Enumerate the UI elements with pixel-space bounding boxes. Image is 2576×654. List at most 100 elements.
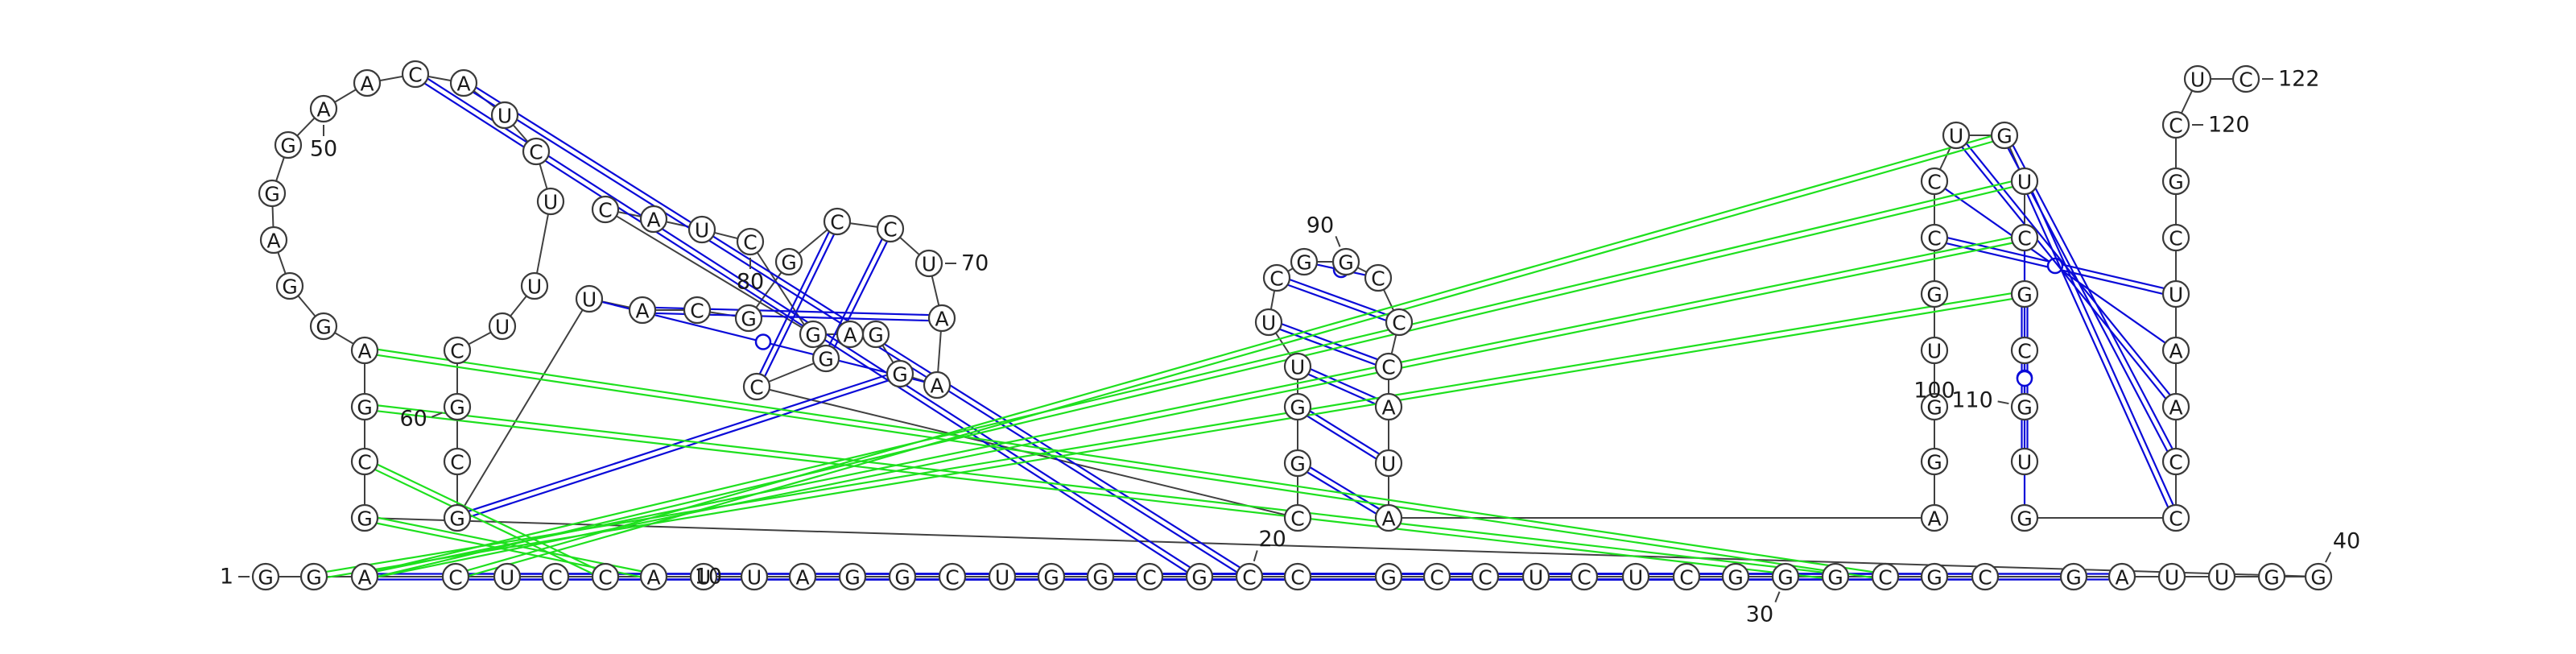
nucleotide: C: [1871, 562, 1900, 591]
nucleotide: A: [788, 562, 817, 591]
pseudoknot-line: [377, 354, 1872, 579]
nucleotide: U: [1521, 562, 1550, 591]
nucleotide: C: [1971, 562, 2000, 591]
nucleotide: U: [1254, 308, 1283, 337]
nucleotide-letter: C: [1142, 566, 1156, 590]
nucleotide-letter: C: [529, 141, 543, 164]
nucleotide-letter: C: [1290, 566, 1304, 590]
nucleotide-letter: G: [868, 324, 883, 347]
nucleotide: G: [1185, 562, 1214, 591]
number-tick: [431, 412, 443, 418]
position-number-label: 110: [1951, 388, 1993, 413]
nucleotide: A: [449, 68, 478, 97]
nucleotide: G: [2059, 562, 2088, 591]
nucleotide: G: [1283, 392, 1312, 421]
nucleotide-letter: G: [280, 135, 295, 158]
nucleotide-letter: G: [818, 348, 833, 371]
nucleotide: G: [861, 320, 890, 349]
position-number-label: 10: [695, 565, 722, 590]
nucleotide: A: [927, 304, 956, 333]
nucleotide: G: [2010, 279, 2039, 308]
number-tick: [1774, 591, 1781, 602]
nucleotide-letter: A: [357, 566, 371, 590]
nucleotide: G: [811, 344, 840, 373]
nucleotide-letter: G: [2017, 396, 2032, 420]
nucleotide: A: [2161, 336, 2190, 365]
nucleotide: C: [742, 372, 771, 401]
nucleotide: G: [799, 320, 828, 349]
nucleotide-letter: C: [1290, 507, 1304, 531]
nucleotide: G: [443, 503, 472, 532]
nucleotide: C: [591, 562, 620, 591]
nucleotide-letter: U: [2190, 68, 2205, 92]
nucleotide-letter: A: [843, 324, 857, 347]
nucleotide-letter: A: [1381, 507, 1395, 531]
nucleotide: U: [575, 284, 604, 313]
nucleotide: A: [923, 370, 952, 399]
nucleotide: C: [541, 562, 570, 591]
nucleotide-letter: U: [922, 253, 936, 276]
position-number-label: 70: [961, 251, 989, 276]
watson-crick-pair-line: [469, 379, 890, 518]
watson-crick-pair-line: [468, 374, 888, 512]
nucleotide-letter: C: [450, 340, 464, 363]
nucleotide: C: [1135, 562, 1164, 591]
nucleotide: A: [350, 336, 379, 365]
nucleotide-letter: G: [1381, 566, 1396, 590]
nucleotide: C: [1283, 562, 1312, 591]
wobble-pair-dot: [754, 333, 772, 350]
nucleotide-letter: C: [448, 566, 462, 590]
nucleotide-letter: C: [1242, 566, 1256, 590]
nucleotide-letter: U: [1949, 125, 1963, 148]
nucleotide: A: [836, 320, 865, 349]
nucleotide-letter: G: [316, 316, 331, 339]
pseudoknot-line: [378, 516, 642, 573]
nucleotide-letter: C: [1978, 566, 1992, 590]
nucleotide-letter: G: [2168, 171, 2183, 194]
nucleotide-letter: G: [357, 396, 372, 420]
nucleotide: G: [888, 562, 917, 591]
pseudoknot-line: [326, 292, 2012, 573]
nucleotide: G: [1037, 562, 1066, 591]
nucleotide-letter: C: [1371, 267, 1385, 291]
nucleotide-letter: C: [830, 211, 844, 234]
nucleotide: C: [1374, 352, 1403, 381]
nucleotide: G: [2010, 503, 2039, 532]
pseudoknot-line: [377, 463, 596, 569]
nucleotide: C: [591, 195, 620, 224]
watson-crick-pair-line: [2031, 191, 2174, 506]
nucleotide-letter: G: [892, 363, 907, 387]
watson-crick-pair-line: [1965, 143, 2171, 396]
nucleotide-letter: C: [749, 376, 763, 399]
nucleotide: C: [2161, 447, 2190, 476]
nucleotide: A: [1374, 392, 1403, 421]
pseudoknot-line: [467, 135, 1992, 572]
nucleotide: G: [251, 562, 280, 591]
nucleotide-letter: A: [456, 72, 470, 96]
nucleotide: C: [401, 60, 430, 89]
nucleotide: G: [1920, 392, 1949, 421]
nucleotide-letter: G: [1043, 566, 1059, 590]
nucleotide-letter: U: [2169, 284, 2183, 307]
nucleotide-letter: G: [1290, 396, 1305, 420]
nucleotide-letter: C: [1478, 566, 1492, 590]
nucleotide-letter: C: [1927, 227, 1941, 250]
nucleotide: C: [1920, 223, 1949, 252]
nucleotide: U: [488, 312, 517, 341]
nucleotide-letter: U: [543, 191, 558, 214]
watson-crick-pair-line: [764, 234, 836, 377]
nucleotide-letter: G: [1092, 566, 1108, 590]
pseudoknot-line: [378, 242, 2013, 578]
nucleotide-letter: G: [1728, 566, 1743, 590]
nucleotide: C: [1422, 562, 1451, 591]
nucleotide-letter: G: [805, 324, 820, 347]
nucleotide: C: [2161, 503, 2190, 532]
nucleotide: C: [2161, 223, 2190, 252]
nucleotide: A: [639, 562, 668, 591]
nucleotide: G: [275, 271, 304, 300]
nucleotide-letter: G: [2264, 566, 2279, 590]
nucleotide: G: [1920, 447, 1949, 476]
nucleotide: G: [350, 503, 379, 532]
watson-crick-pair-line: [1309, 410, 1380, 455]
position-number-label: 80: [737, 270, 764, 295]
